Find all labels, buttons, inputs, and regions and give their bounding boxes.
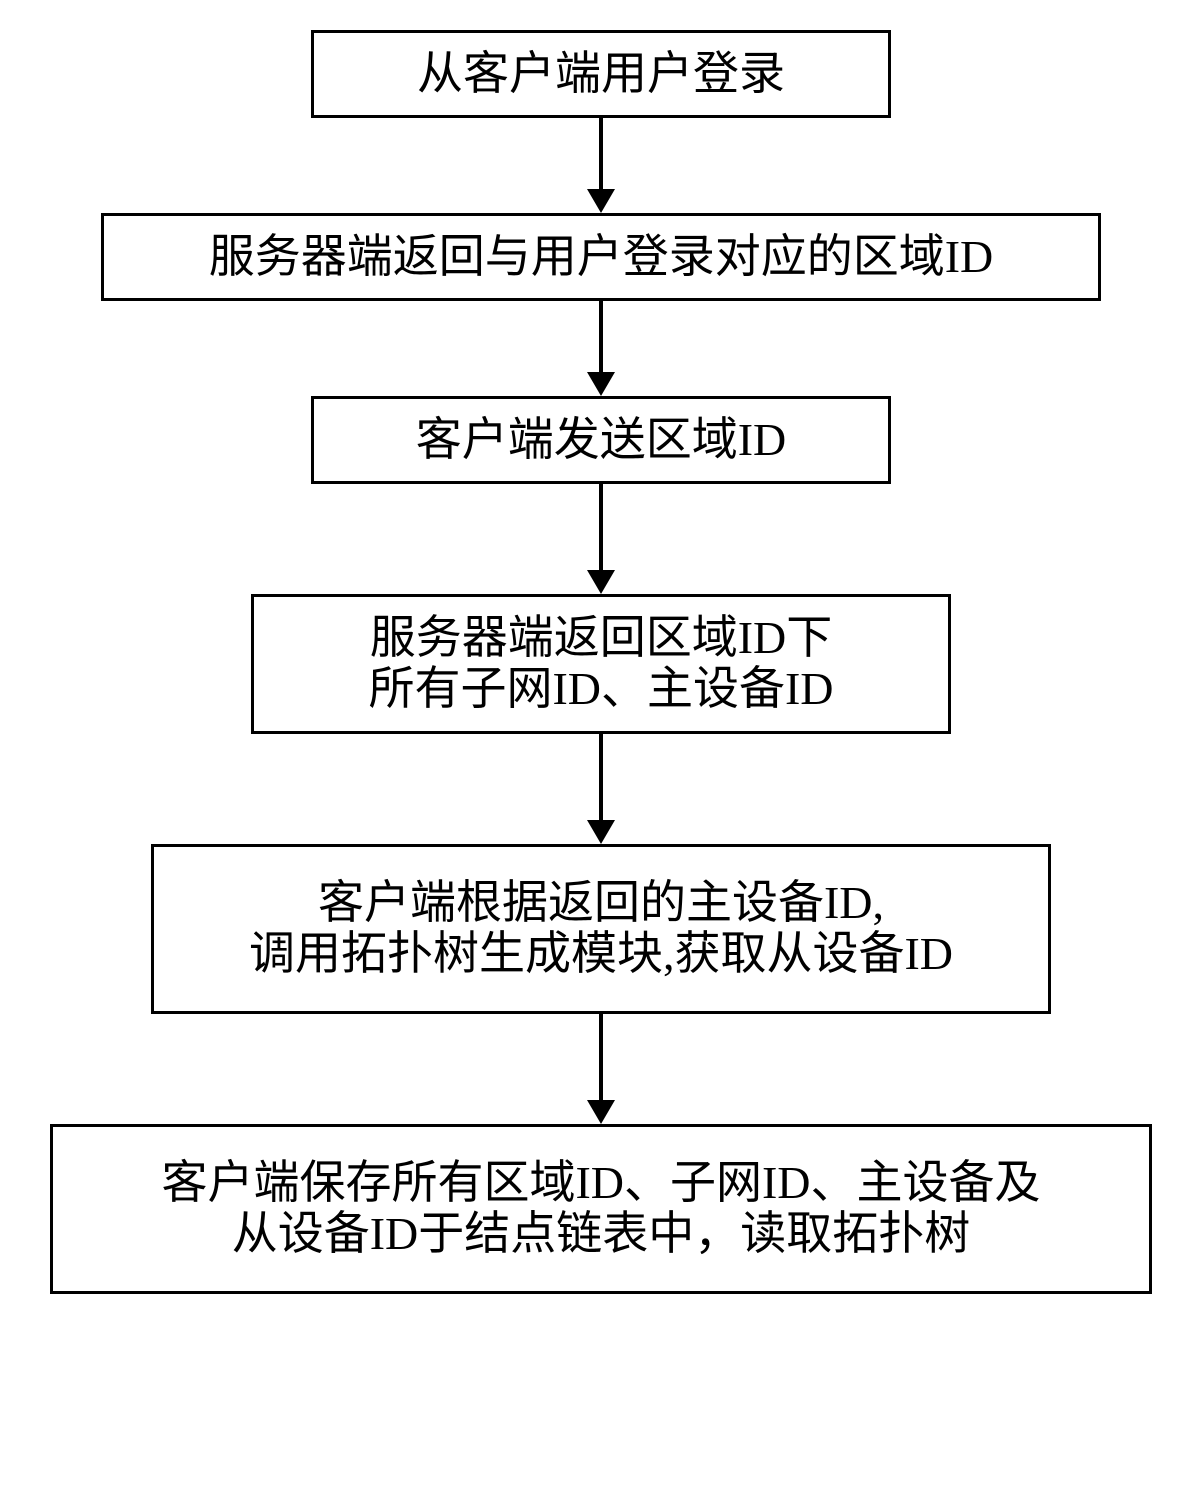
arrow-head-icon — [587, 570, 615, 594]
node-text-line: 所有子网ID、主设备ID — [368, 664, 833, 715]
flowchart-node-n5: 客户端根据返回的主设备ID,调用拓扑树生成模块,获取从设备ID — [151, 844, 1051, 1014]
flowchart-node-n2: 服务器端返回与用户登录对应的区域ID — [101, 213, 1101, 301]
node-text-line: 服务器端返回区域ID下 — [370, 613, 833, 664]
node-text-line: 从客户端用户登录 — [417, 49, 785, 100]
arrow-shaft — [599, 301, 603, 372]
flowchart-arrow — [587, 1014, 615, 1124]
arrow-shaft — [599, 118, 603, 189]
arrow-shaft — [599, 734, 603, 820]
arrow-head-icon — [587, 1100, 615, 1124]
flowchart-arrow — [587, 734, 615, 844]
arrow-shaft — [599, 1014, 603, 1100]
node-text-line: 客户端保存所有区域ID、子网ID、主设备及 — [161, 1158, 1040, 1209]
flowchart-node-n4: 服务器端返回区域ID下所有子网ID、主设备ID — [251, 594, 951, 734]
node-text-line: 服务器端返回与用户登录对应的区域ID — [209, 232, 994, 283]
node-text-line: 从设备ID于结点链表中，读取拓扑树 — [232, 1209, 971, 1260]
flowchart-container: 从客户端用户登录服务器端返回与用户登录对应的区域ID 客户端发送区域ID 服务器端返… — [50, 30, 1152, 1294]
arrow-shaft — [599, 484, 603, 570]
flowchart-node-n3: 客户端发送区域ID — [311, 396, 891, 484]
flowchart-node-n6: 客户端保存所有区域ID、子网ID、主设备及从设备ID于结点链表中，读取拓扑树 — [50, 1124, 1152, 1294]
node-text-line: 客户端发送区域ID — [416, 415, 787, 466]
flowchart-arrow — [587, 301, 615, 396]
arrow-head-icon — [587, 372, 615, 396]
flowchart-arrow — [587, 118, 615, 213]
arrow-head-icon — [587, 820, 615, 844]
node-text-line: 客户端根据返回的主设备ID, — [318, 878, 884, 929]
node-text-line: 调用拓扑树生成模块,获取从设备ID — [249, 929, 953, 980]
flowchart-arrow — [587, 484, 615, 594]
arrow-head-icon — [587, 189, 615, 213]
flowchart-node-n1: 从客户端用户登录 — [311, 30, 891, 118]
